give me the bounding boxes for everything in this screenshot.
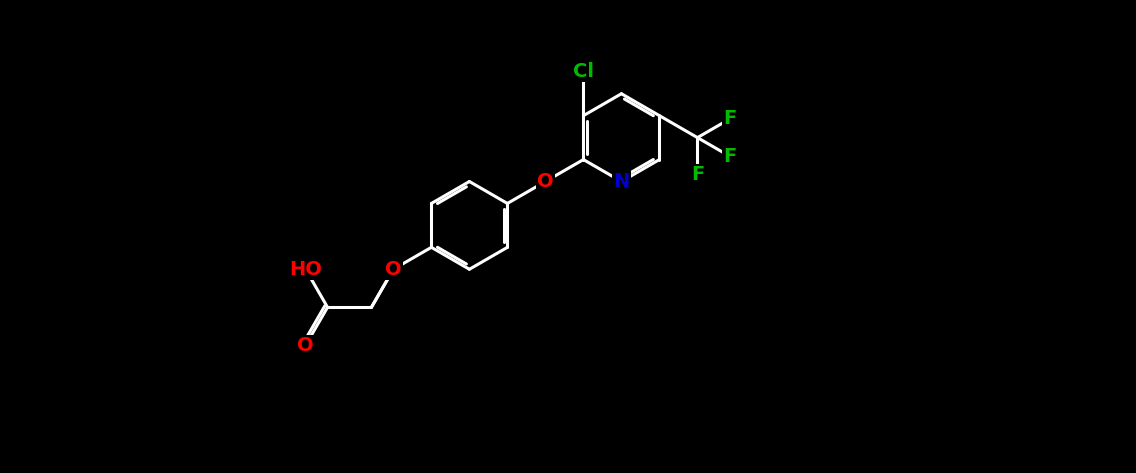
Text: O: O: [537, 172, 553, 191]
Text: Cl: Cl: [573, 62, 594, 81]
Text: O: O: [298, 336, 314, 355]
Text: O: O: [385, 260, 402, 279]
Text: HO: HO: [290, 260, 321, 279]
Text: N: N: [613, 172, 629, 191]
Text: F: F: [691, 166, 704, 184]
Text: F: F: [724, 147, 736, 166]
Text: F: F: [724, 109, 736, 129]
